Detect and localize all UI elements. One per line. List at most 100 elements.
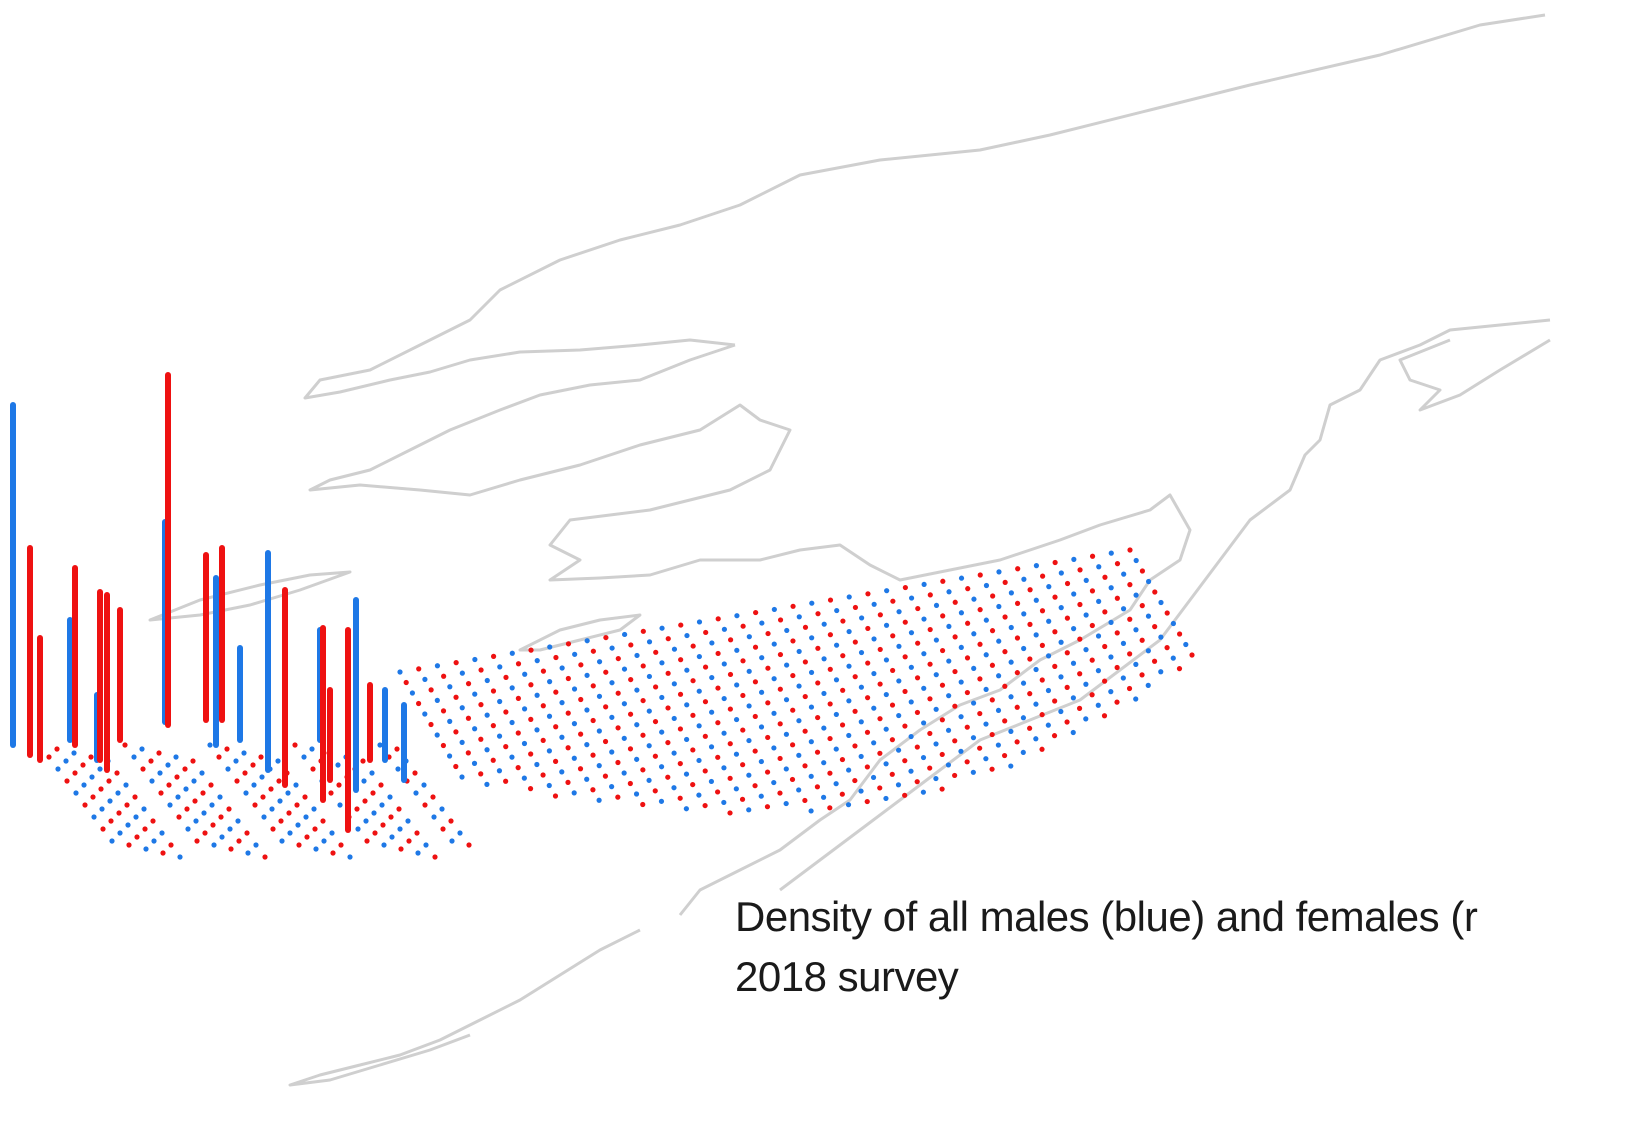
grid-dot	[908, 595, 915, 601]
grid-dot	[218, 814, 224, 820]
grid-dot	[1033, 666, 1039, 673]
grid-dot	[1108, 550, 1114, 556]
grid-dot	[123, 782, 129, 788]
grid-dot	[727, 706, 733, 712]
grid-dot	[233, 758, 239, 764]
grid-dot	[295, 822, 301, 828]
grid-dot	[465, 715, 472, 721]
grid-dot	[989, 731, 995, 738]
grid-dot	[703, 629, 709, 636]
grid-dot	[540, 772, 546, 778]
grid-dot	[565, 779, 571, 785]
grid-dot	[821, 621, 827, 627]
grid-dot	[746, 668, 752, 674]
grid-dot	[902, 792, 908, 798]
grid-dot	[1033, 632, 1039, 638]
grid-dot	[952, 738, 958, 744]
grid-dot	[1114, 664, 1120, 671]
grid-dot	[447, 718, 453, 724]
grid-dot	[1158, 669, 1164, 675]
grid-dot	[430, 794, 436, 800]
grid-dot	[434, 663, 441, 669]
grid-dot	[653, 649, 659, 655]
grid-dot	[106, 778, 112, 784]
grid-dot	[244, 830, 250, 836]
grid-dot	[958, 714, 964, 720]
grid-dot	[132, 794, 138, 800]
grid-dot	[958, 679, 964, 685]
grid-dot	[1076, 705, 1083, 711]
grid-dot	[678, 622, 684, 628]
grid-dot	[658, 764, 665, 770]
grid-dot	[946, 589, 952, 595]
grid-dot	[415, 850, 421, 856]
grid-dot	[996, 603, 1002, 610]
grid-dot	[864, 695, 871, 701]
grid-dot	[422, 676, 428, 682]
grid-dot	[890, 667, 896, 674]
grid-dot	[1021, 576, 1027, 582]
grid-dot	[977, 745, 983, 751]
grid-dot	[253, 842, 259, 848]
grid-dot	[459, 670, 465, 676]
grid-dot	[746, 634, 752, 640]
grid-dot	[977, 607, 983, 613]
grid-dot	[1008, 763, 1014, 769]
coastline	[288, 928, 641, 1087]
caption-line: Density of all males (blue) and females …	[735, 893, 1478, 940]
grid-dot	[690, 643, 696, 649]
grid-dot	[370, 790, 376, 796]
grid-dot	[596, 659, 603, 665]
grid-dot	[1170, 655, 1176, 661]
grid-dot	[933, 741, 939, 747]
grid-dot	[329, 830, 335, 836]
grid-dot	[914, 709, 921, 716]
grid-dot	[1051, 733, 1058, 739]
grid-dot	[190, 758, 196, 764]
grid-dot	[883, 691, 889, 698]
grid-dot	[684, 702, 690, 708]
grid-dot	[209, 802, 215, 808]
grid-dot	[996, 673, 1002, 679]
grid-dot	[459, 739, 465, 745]
grid-dot	[814, 749, 821, 755]
grid-dot	[497, 698, 503, 705]
grid-dot	[73, 790, 79, 796]
grid-dot	[1058, 570, 1064, 576]
grid-dot	[361, 778, 367, 784]
grid-dot	[252, 802, 258, 808]
grid-dot	[360, 758, 366, 764]
grid-dot	[834, 607, 840, 614]
grid-dot	[970, 735, 977, 741]
grid-dot	[584, 672, 590, 678]
grid-dot	[758, 724, 765, 730]
grid-dot	[336, 782, 342, 788]
grid-dot	[1089, 622, 1095, 629]
grid-dot	[677, 726, 684, 732]
grid-dot	[715, 720, 721, 726]
grid-dot	[927, 592, 933, 598]
grid-dot	[952, 634, 958, 640]
grid-dot	[602, 738, 609, 745]
grid-dot	[242, 770, 248, 776]
grid-dot	[715, 650, 721, 657]
grid-dot	[1095, 633, 1102, 639]
grid-dot	[1083, 716, 1089, 722]
grid-dot	[321, 838, 327, 844]
grid-dot	[833, 642, 840, 648]
grid-dot	[453, 660, 459, 666]
grid-dot	[571, 721, 578, 727]
grid-dot	[1008, 590, 1014, 596]
grid-dot	[1058, 674, 1064, 680]
grid-dot	[622, 631, 628, 638]
grid-dot	[977, 641, 983, 647]
coastline	[308, 343, 1192, 916]
grid-dot	[151, 838, 157, 844]
grid-dot	[275, 758, 281, 764]
grid-dot	[659, 729, 665, 735]
grid-dot	[708, 778, 715, 785]
grid-dot	[902, 688, 908, 695]
grid-dot	[696, 757, 702, 764]
grid-dot	[827, 735, 833, 742]
grid-dot	[412, 770, 418, 776]
